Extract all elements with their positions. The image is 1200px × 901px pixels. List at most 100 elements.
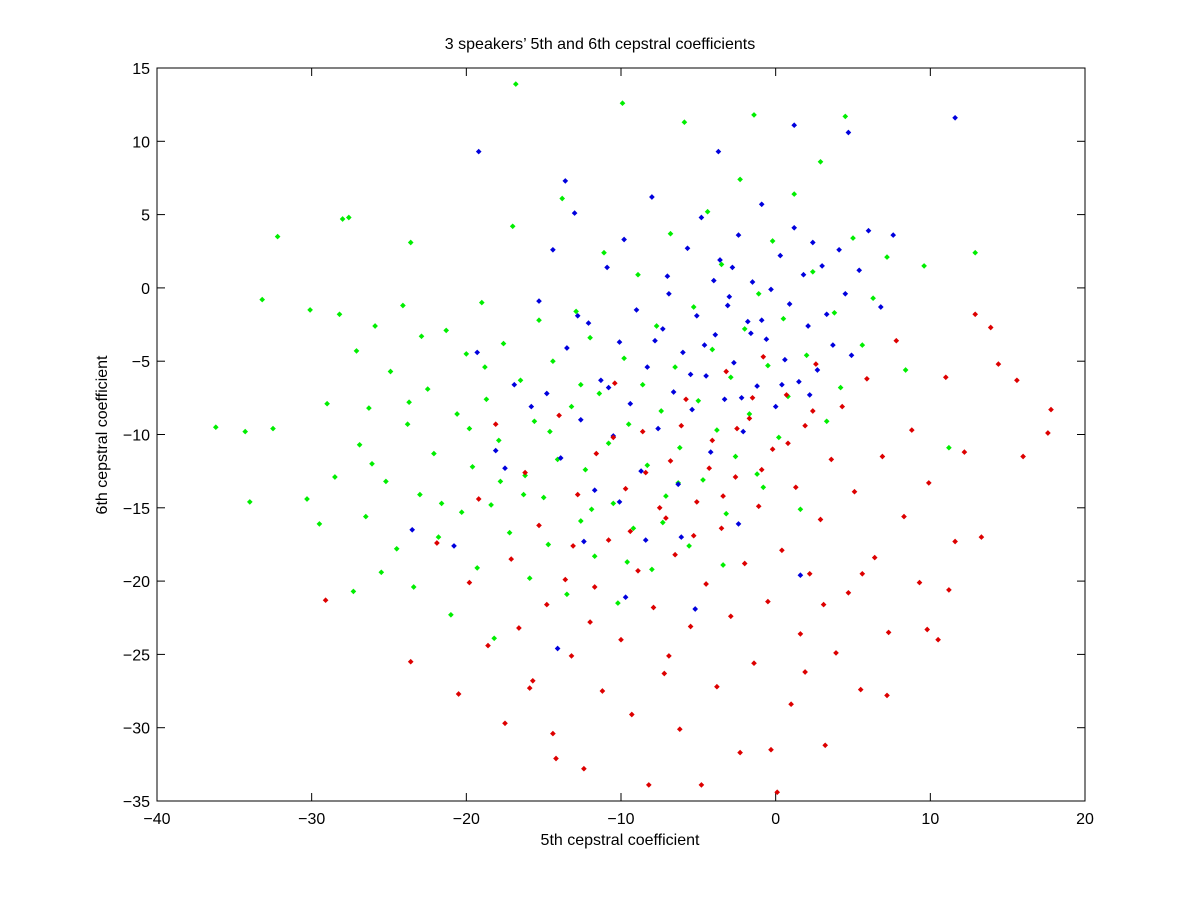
- scatter-point: [721, 396, 728, 403]
- scatter-point: [908, 427, 915, 433]
- scatter-point: [681, 119, 688, 126]
- scatter-point: [836, 246, 842, 253]
- scatter-point: [785, 440, 791, 447]
- scatter-point: [806, 392, 813, 398]
- scatter-point: [605, 440, 612, 447]
- scatter-point: [703, 581, 709, 587]
- scatter-point: [925, 480, 932, 486]
- scatter-point: [720, 493, 726, 499]
- scatter-point: [946, 587, 952, 593]
- scatter-point: [737, 749, 743, 756]
- scatter-point: [687, 371, 694, 378]
- scatter-point: [593, 450, 600, 457]
- scatter-point: [492, 421, 499, 428]
- scatter-point: [802, 669, 808, 675]
- scatter-point: [587, 619, 593, 625]
- scatter-point: [689, 406, 695, 413]
- scatter-point: [574, 312, 581, 319]
- scatter-point: [550, 358, 556, 365]
- scatter-point: [316, 521, 323, 527]
- scatter-point: [865, 227, 872, 234]
- x-tick-label: −20: [453, 811, 480, 828]
- series-0: [212, 81, 979, 642]
- scatter-point: [652, 337, 658, 344]
- scatter-point: [418, 333, 425, 340]
- scatter-point: [755, 503, 762, 510]
- scatter-point: [458, 509, 465, 516]
- scatter-point: [768, 286, 774, 293]
- scatter-point: [701, 342, 708, 348]
- scatter-point: [779, 381, 785, 388]
- scatter-point: [639, 381, 646, 388]
- scatter-point: [877, 304, 884, 310]
- scatter-point: [714, 427, 720, 433]
- scatter-point: [823, 418, 830, 425]
- scatter-point: [407, 658, 414, 665]
- scatter-point: [814, 367, 821, 373]
- scatter-point: [577, 518, 584, 524]
- scatter-point: [902, 367, 909, 373]
- scatter-point: [543, 390, 550, 397]
- scatter-point: [622, 594, 629, 601]
- y-tick-label: −30: [123, 721, 150, 738]
- scatter-point: [332, 474, 338, 480]
- scatter-point: [667, 230, 674, 237]
- scatter-point: [621, 236, 627, 243]
- scatter-point: [485, 642, 491, 649]
- scatter-point: [709, 437, 716, 444]
- scatter-point: [791, 122, 798, 129]
- scatter-point: [735, 521, 742, 527]
- scatter-point: [568, 403, 575, 410]
- scatter-point: [864, 375, 870, 382]
- scatter-point: [656, 504, 663, 511]
- scatter-point: [842, 290, 849, 297]
- scatter-point: [672, 551, 678, 558]
- scatter-point: [831, 309, 838, 316]
- scatter-point: [737, 176, 743, 183]
- scatter-point: [520, 491, 527, 498]
- scatter-point: [571, 210, 578, 216]
- scatter-point: [591, 584, 598, 590]
- scatter-point: [653, 323, 660, 329]
- scatter-point: [740, 428, 747, 435]
- scatter-point: [890, 232, 897, 238]
- scatter-point: [522, 472, 528, 479]
- scatter-point: [768, 746, 774, 753]
- scatter-point: [823, 311, 830, 318]
- scatter-point: [322, 597, 329, 604]
- scatter-point: [972, 311, 979, 318]
- scatter-point: [720, 562, 726, 568]
- scatter-point: [528, 403, 535, 410]
- scatter-point: [780, 315, 787, 322]
- scatter-point: [635, 567, 641, 574]
- scatter-point: [972, 249, 979, 256]
- y-tick-label: −5: [132, 354, 150, 371]
- scatter-point: [417, 491, 423, 498]
- scatter-point: [585, 320, 592, 326]
- scatter-point: [469, 463, 476, 470]
- scatter-point: [625, 421, 632, 428]
- scatter-point: [642, 469, 649, 476]
- scatter-point: [410, 584, 417, 590]
- scatter-point: [509, 223, 516, 230]
- scatter-point: [466, 425, 473, 432]
- scatter-point: [474, 565, 481, 571]
- scatter-point: [809, 239, 816, 246]
- scatter-point: [741, 560, 748, 567]
- scatter-point: [378, 569, 385, 576]
- scatter-point: [639, 428, 646, 435]
- scatter-point: [454, 411, 460, 417]
- scatter-point: [978, 534, 985, 540]
- scatter-point: [924, 626, 931, 633]
- scatter-point: [680, 349, 686, 356]
- scatter-point: [684, 245, 691, 252]
- scatter-point: [658, 408, 665, 414]
- scatter-point: [488, 502, 494, 508]
- scatter-point: [644, 364, 651, 370]
- scatter-point: [304, 496, 310, 502]
- scatter-point: [769, 238, 776, 244]
- scatter-point: [805, 323, 811, 329]
- scatter-point: [678, 534, 685, 540]
- scatter-point: [842, 113, 849, 120]
- y-tick-label: −35: [123, 794, 150, 811]
